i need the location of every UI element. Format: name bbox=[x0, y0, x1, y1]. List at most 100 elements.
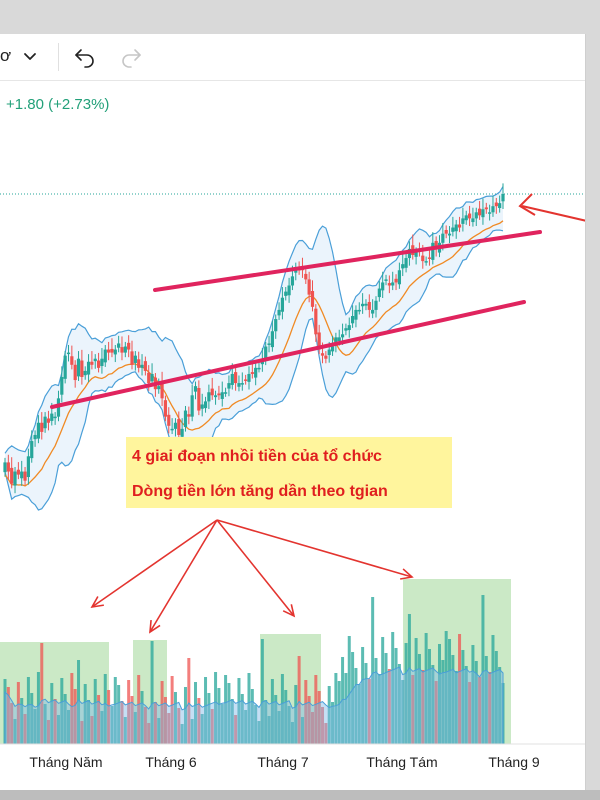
volume-bar bbox=[434, 681, 438, 744]
candle-body bbox=[240, 383, 244, 385]
volume-bar bbox=[381, 637, 385, 744]
volume-bar bbox=[321, 707, 325, 744]
volume-bar bbox=[244, 710, 248, 744]
volume-bar bbox=[260, 639, 264, 744]
candlestick-chart: 4 giai đoạn nhồi tiền của tổ chức Dòng ti… bbox=[0, 183, 585, 770]
volume-bar bbox=[277, 711, 281, 744]
annotation-text-2: Dòng tiền lớn tăng dần theo tgian bbox=[132, 483, 388, 500]
volume-bar bbox=[117, 685, 121, 744]
volume-bar bbox=[317, 691, 321, 744]
volume-bar bbox=[240, 694, 244, 744]
volume-bar bbox=[150, 641, 154, 744]
volume-bar bbox=[170, 676, 174, 744]
volume-bar bbox=[43, 704, 47, 744]
volume-bar bbox=[103, 674, 107, 744]
fan-arrowhead-3 bbox=[282, 604, 296, 618]
redo-icon[interactable] bbox=[118, 44, 144, 70]
candle-body bbox=[320, 353, 325, 356]
volume-bar bbox=[481, 595, 485, 744]
candle-body bbox=[324, 355, 328, 359]
volume-bar bbox=[351, 652, 355, 744]
volume-bar bbox=[93, 679, 97, 744]
symbol-fragment: ơ bbox=[0, 46, 12, 65]
volume-bar bbox=[137, 675, 141, 744]
fan-arrow-4 bbox=[216, 519, 413, 578]
volume-bar bbox=[331, 702, 335, 744]
volume-bar bbox=[364, 663, 368, 744]
candle-body bbox=[461, 218, 465, 224]
candle-body bbox=[160, 382, 164, 399]
candle-body bbox=[314, 308, 318, 335]
volume-bar bbox=[87, 700, 91, 744]
x-tick-label: Tháng 9 bbox=[488, 754, 540, 770]
candle-body bbox=[123, 346, 127, 353]
volume-bar bbox=[26, 677, 30, 744]
candle-body bbox=[424, 261, 428, 263]
candle-body bbox=[10, 467, 14, 484]
candle-body bbox=[66, 352, 71, 355]
volume-bar bbox=[401, 680, 405, 744]
volume-bar bbox=[143, 707, 147, 744]
candle-body bbox=[330, 346, 335, 352]
volume-bar bbox=[56, 715, 60, 744]
volume-bar bbox=[397, 664, 401, 744]
volume-bar bbox=[224, 675, 228, 744]
volume-bar bbox=[46, 720, 50, 744]
candle-body bbox=[147, 372, 151, 384]
x-tick-label: Tháng Năm bbox=[29, 754, 102, 770]
candle-body bbox=[46, 418, 51, 423]
volume-bar bbox=[20, 698, 24, 744]
candle-body bbox=[223, 392, 228, 394]
candle-body bbox=[377, 288, 381, 298]
volume-bar bbox=[437, 644, 441, 744]
fan-arrow-3 bbox=[216, 519, 295, 617]
candle-body bbox=[451, 227, 455, 232]
candle-body bbox=[6, 462, 10, 472]
candle-body bbox=[337, 337, 341, 342]
volume-bar bbox=[314, 675, 318, 744]
candle-body bbox=[220, 392, 224, 399]
candle-body bbox=[86, 361, 91, 375]
candle-body bbox=[347, 325, 351, 331]
volume-bar bbox=[324, 723, 328, 744]
candle-body bbox=[491, 206, 495, 213]
candle-body bbox=[494, 202, 498, 207]
undo-icon[interactable] bbox=[72, 44, 98, 70]
volume-bar bbox=[341, 657, 345, 744]
candle-body bbox=[481, 209, 485, 218]
volume-bar bbox=[237, 678, 241, 744]
volume-bar bbox=[90, 716, 94, 744]
candle-body bbox=[163, 400, 168, 417]
volume-bar bbox=[468, 682, 472, 744]
candle-body bbox=[444, 229, 448, 234]
chevron-down-icon[interactable] bbox=[22, 48, 38, 64]
bollinger-lower bbox=[4, 229, 504, 511]
volume-bar bbox=[147, 723, 151, 744]
volume-bar bbox=[217, 688, 221, 744]
candle-body bbox=[290, 276, 295, 286]
candle-body bbox=[327, 349, 331, 356]
candle-body bbox=[36, 422, 41, 439]
volume-bar bbox=[247, 673, 251, 744]
candle-body bbox=[374, 300, 378, 310]
candle-body bbox=[50, 413, 54, 421]
candle-body bbox=[367, 301, 371, 310]
candle-body bbox=[474, 212, 478, 219]
volume-bar bbox=[417, 654, 421, 744]
candle-body bbox=[40, 422, 44, 432]
volume-bar bbox=[284, 690, 288, 744]
volume-bar bbox=[197, 698, 201, 744]
volume-group bbox=[3, 595, 505, 744]
volume-bar bbox=[6, 687, 10, 744]
volume-bar bbox=[167, 713, 171, 744]
volume-bar bbox=[190, 719, 194, 744]
volume-bar bbox=[160, 681, 164, 744]
candle-body bbox=[183, 410, 188, 428]
x-tick-label: Tháng Tám bbox=[366, 754, 437, 770]
candle-body bbox=[344, 328, 348, 331]
candle-body bbox=[210, 388, 214, 396]
candle-body bbox=[103, 349, 107, 363]
volume-bar bbox=[177, 708, 181, 744]
price-change-label: +1.80 (+2.73%) bbox=[6, 96, 110, 113]
candle-body bbox=[250, 372, 254, 374]
